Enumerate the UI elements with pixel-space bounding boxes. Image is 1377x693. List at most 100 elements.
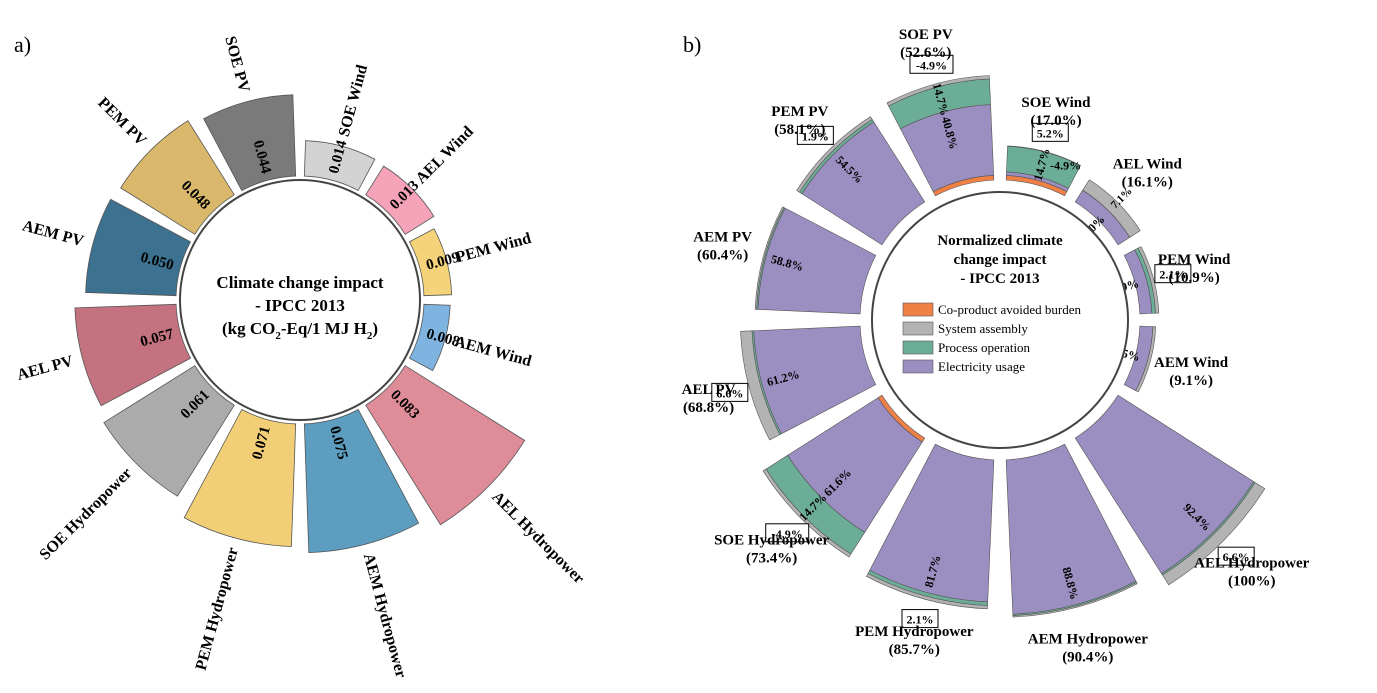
category-label-ael-wind: AEL Wind (16.1%): [1113, 157, 1183, 191]
seg-assembly-soe-pv: [886, 75, 990, 107]
category-name-aem-hydropower: AEM Hydropower: [1028, 632, 1148, 648]
legend-swatch-process-operation: [902, 340, 934, 355]
category-total-aem-hydropower: (90.4%): [1062, 650, 1113, 666]
panel-b-tag: b): [683, 32, 701, 57]
callout-box-soe-pv: [909, 54, 954, 74]
bar-aem-hydropower: [303, 408, 420, 554]
legend-swatch-electricity-usage: [902, 359, 934, 374]
category-name-aem-wind: AEM Wind: [1154, 355, 1229, 371]
category-name-soe-wind: SOE Wind: [1021, 95, 1091, 111]
category-name-pem-pv: PEM PV: [771, 104, 828, 120]
unit-part: ): [372, 319, 378, 338]
callout-box-ael-pv: [711, 382, 749, 402]
category-name-ael-wind: AEL Wind: [1113, 157, 1183, 173]
category-label-pem-pv: PEM PV (58.1%): [771, 104, 828, 138]
category-label-soe-pv: SOE PV: [221, 34, 252, 94]
seg-assembly-soe-hydropower: [762, 468, 852, 558]
legend-swatch-co-product-avoided-burden: [902, 302, 934, 317]
seg-assembly-aem-pv: [754, 206, 785, 310]
category-name-pem-wind: PEM Wind: [1158, 252, 1231, 268]
category-label-aem-wind: AEM Wind: [453, 333, 534, 370]
callout-label-soe-wind: 5.2%: [1037, 126, 1064, 140]
category-total-ael-hydropower: (100%): [1228, 574, 1276, 590]
category-name-soe-pv: SOE PV: [899, 27, 953, 43]
legend-label-system-assembly: System assembly: [938, 321, 1028, 336]
unit-part: (kg CO: [222, 319, 275, 338]
bar-aem-wind: [408, 303, 451, 372]
center-unit-line: (kg CO2-Eq/1 MJ H2): [222, 319, 378, 342]
category-total-soe-pv: (52.6%): [900, 45, 951, 61]
seg-assembly-pem-hydropower: [866, 573, 988, 610]
callout-box-soe-hydropower: [765, 523, 810, 543]
category-label-aem-wind: AEM Wind (9.1%): [1154, 355, 1229, 389]
unit-part: -Eq/1 MJ H: [281, 319, 367, 338]
category-label-pem-wind: PEM Wind (10.9%): [1158, 252, 1231, 286]
category-name-soe-hydropower: SOE Hydropower: [714, 532, 829, 548]
seg-assembly-aem-wind: [1135, 326, 1157, 393]
callout-box-pem-wind: [1154, 264, 1192, 284]
category-label-soe-pv: SOE PV (52.6%): [899, 27, 953, 61]
category-label-pem-hydropower: PEM Hydropower: [193, 546, 242, 672]
category-label-ael-wind: AEL Wind: [413, 123, 477, 187]
center-title-b-line-2: change impact: [954, 252, 1047, 268]
callout-label-soe-hydropower: -4.9%: [772, 527, 803, 541]
callout-box-pem-pv: [796, 125, 834, 145]
bar-soe-hydropower: [103, 365, 235, 497]
panel-a-tag: a): [14, 32, 31, 57]
callout-label-ael-hydropower: 6.6%: [1223, 550, 1250, 564]
category-total-ael-pv: (68.8%): [683, 400, 734, 416]
seg-assembly-soe-wind: [1007, 145, 1081, 167]
bar-ael-hydropower: [365, 365, 526, 526]
legend-label-co-product-avoided-burden: Co-product avoided burden: [938, 302, 1081, 317]
center-title-line-2: - IPCC 2013: [255, 296, 345, 315]
bar-aem-pv: [85, 198, 192, 297]
seg-assembly-ael-pv: [740, 330, 781, 441]
category-label-ael-pv: AEL PV: [15, 353, 75, 384]
bar-pem-wind: [408, 228, 453, 297]
callout-label-soe-pv: -4.9%: [916, 58, 947, 72]
category-name-ael-hydropower: AEL Hydropower: [1194, 556, 1309, 572]
legend-label-electricity-usage: Electricity usage: [938, 359, 1025, 374]
category-label-ael-hydropower: AEL Hydropower (100%): [1194, 556, 1309, 590]
callout-label-pem-hydropower: 2.1%: [906, 613, 933, 627]
category-label-soe-hydropower: SOE Hydropower (73.4%): [714, 532, 829, 566]
unit-part: 2: [275, 330, 281, 342]
category-total-aem-wind: (9.1%): [1169, 373, 1213, 389]
category-label-aem-pv: AEM PV (60.4%): [693, 230, 752, 264]
legend-label-process-operation: Process operation: [938, 340, 1031, 355]
category-total-aem-pv: (60.4%): [697, 248, 748, 264]
category-total-soe-hydropower: (73.4%): [746, 550, 797, 566]
seg-assembly-ael-wind: [1082, 179, 1141, 238]
center-title-b-line-1: Normalized climate: [937, 233, 1063, 249]
seg-assembly-ael-hydropower: [1162, 482, 1266, 586]
callout-label-pem-pv: 1.9%: [802, 129, 829, 143]
bar-soe-wind: [303, 140, 376, 192]
category-label-aem-pv: AEM PV: [20, 217, 85, 250]
seg-assembly-aem-hydropower: [1012, 582, 1138, 618]
legend-swatch-system-assembly: [902, 321, 934, 336]
category-name-ael-pv: AEL PV: [682, 382, 736, 398]
callout-box-soe-wind: [1031, 122, 1069, 142]
seg-assembly-pem-wind: [1137, 246, 1160, 314]
category-total-pem-wind: (10.9%): [1168, 270, 1219, 286]
category-label-pem-hydropower: PEM Hydropower (85.7%): [855, 624, 974, 658]
bar-pem-pv: [120, 120, 235, 235]
category-label-ael-hydropower: AEL Hydropower: [488, 488, 587, 587]
category-label-soe-hydropower: SOE Hydropower: [36, 465, 135, 564]
category-label-pem-pv: PEM PV: [94, 94, 149, 149]
callout-label-ael-pv: 6.6%: [716, 386, 743, 400]
callout-box-ael-hydropower: [1217, 546, 1255, 566]
center-title-line-1: Climate change impact: [216, 273, 383, 292]
seg-assembly-pem-pv: [796, 116, 873, 193]
negative-label-soe-wind: -4.9%: [1050, 158, 1081, 172]
callout-box-pem-hydropower: [901, 609, 939, 629]
category-total-soe-wind: (17.0%): [1030, 113, 1081, 129]
category-label-pem-wind: PEM Wind: [454, 230, 533, 266]
bar-pem-hydropower: [183, 408, 297, 547]
center-title-b-line-3: - IPCC 2013: [960, 271, 1039, 287]
category-label-soe-wind: SOE Wind (17.0%): [1021, 95, 1091, 129]
unit-part: 2: [367, 330, 373, 342]
bar-ael-wind: [365, 165, 435, 235]
category-total-pem-hydropower: (85.7%): [889, 642, 940, 658]
center-circle-b: [871, 191, 1129, 449]
